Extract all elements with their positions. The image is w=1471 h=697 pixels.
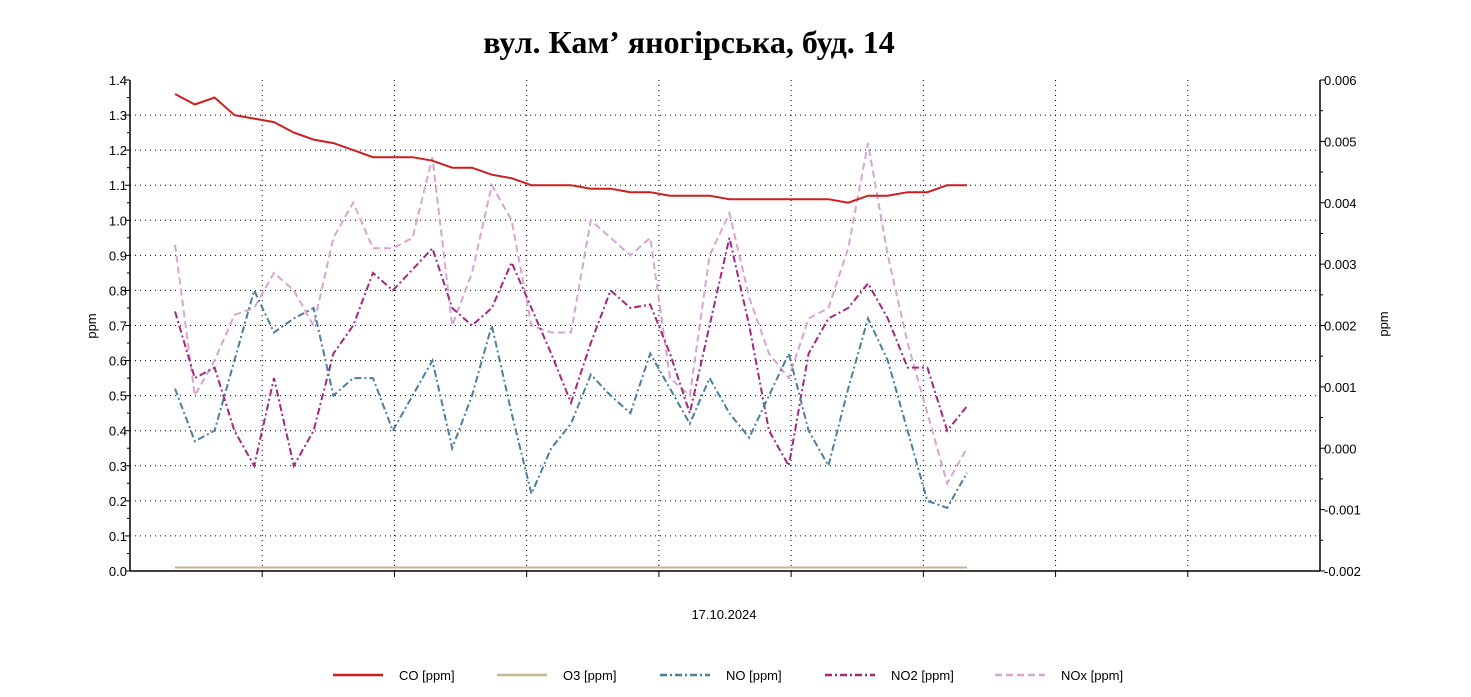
y-tick-label: 0.4 xyxy=(109,424,127,439)
legend: CO [ppm] O3 [ppm] NO [ppm] NO2 [ppm] NOx [pp… xyxy=(333,668,1123,683)
y2-tick-label: 0.005 xyxy=(1324,134,1357,149)
y-tick-label: 0.8 xyxy=(109,283,127,298)
y-tick-label: 0.3 xyxy=(109,459,127,474)
legend-label: CO [ppm] xyxy=(399,668,455,683)
series-line-co xyxy=(174,93,967,204)
y2-tick-label: 0.000 xyxy=(1324,441,1357,456)
y-tick-label: 0.2 xyxy=(109,494,127,509)
y-tick-label: 0.1 xyxy=(109,529,127,544)
series-line-nox xyxy=(174,142,968,486)
series-line-no2 xyxy=(174,237,968,469)
y2-tick-label: -0.002 xyxy=(1324,564,1361,579)
y2-tick-label: 0.002 xyxy=(1324,319,1357,334)
y-tick-label: 1.3 xyxy=(109,108,127,123)
series-line-no xyxy=(174,287,968,510)
y-tick-label: 1.1 xyxy=(109,178,127,193)
y-tick-label: 0.7 xyxy=(109,319,127,334)
y2-tick-label: 0.003 xyxy=(1324,257,1357,272)
chart-title: вул. Камʼ яногірська, буд. 14 xyxy=(483,24,895,60)
y-tick-label: 1.2 xyxy=(109,143,127,158)
y2-tick-label: 0.004 xyxy=(1324,196,1357,211)
y2-tick-label: 0.001 xyxy=(1324,380,1357,395)
y2-axis-label: ppm xyxy=(1376,311,1391,336)
y-tick-label: 1.0 xyxy=(109,213,127,228)
y-tick-label: 1.4 xyxy=(109,73,127,88)
axes: 0.0 0.1 0.2 0.3 0.4 0.5 0.6 0.7 0.8 0.9 1.0 1.1 1.2 1… xyxy=(109,73,1361,579)
legend-label: NO [ppm] xyxy=(726,668,782,683)
y-tick-label: 0.6 xyxy=(109,354,127,369)
y-tick-label: 0.0 xyxy=(109,564,127,579)
grid xyxy=(130,80,1320,571)
y-tick-label: 0.5 xyxy=(109,389,127,404)
y-tick-label: 0.9 xyxy=(109,248,127,263)
y-axis-label: ppm xyxy=(84,313,99,338)
x-axis-label: 17.10.2024 xyxy=(691,607,756,622)
series-group xyxy=(174,93,968,569)
legend-label: O3 [ppm] xyxy=(563,668,616,683)
legend-label: NO2 [ppm] xyxy=(891,668,954,683)
legend-label: NOx [ppm] xyxy=(1061,668,1123,683)
y2-tick-label: -0.001 xyxy=(1324,503,1361,518)
y2-tick-label: 0.006 xyxy=(1324,73,1357,88)
